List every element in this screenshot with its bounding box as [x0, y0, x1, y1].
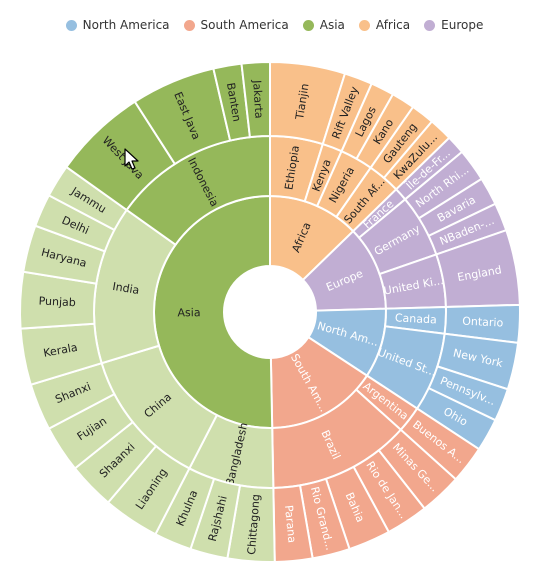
legend-swatch-europe	[424, 19, 436, 31]
label-africa-ethiopia-tianjin: Tianjin	[293, 83, 312, 122]
legend-label-asia: Asia	[319, 18, 345, 32]
label-asia: Asia	[177, 306, 200, 319]
label-north-america-canada-ontario: Ontario	[462, 315, 504, 330]
mouse-cursor-icon	[124, 148, 139, 170]
legend-item-south-america[interactable]: South America	[183, 18, 289, 32]
label-north-america-canada: Canada	[395, 311, 437, 326]
label-asia-india-punjab: Punjab	[38, 294, 76, 309]
center-hole	[224, 266, 316, 358]
chart-legend: North America South America Asia Africa Euro…	[0, 14, 549, 36]
label-asia-bangladesh-chittagong: Chittagong	[245, 494, 263, 556]
legend-item-europe[interactable]: Europe	[424, 18, 483, 32]
label-south-america-brazil-parana: Parana	[282, 505, 299, 544]
legend-swatch-south-america	[183, 19, 195, 31]
legend-label-africa: Africa	[375, 18, 411, 32]
legend-label-europe: Europe	[441, 18, 484, 32]
legend-swatch-asia	[302, 19, 314, 31]
segment-asia-indonesia-jakarta[interactable]	[240, 60, 271, 139]
legend-swatch-africa	[358, 19, 370, 31]
legend-item-north-america[interactable]: North America	[65, 18, 170, 32]
label-asia-indonesia-jakarta: Jakarta	[250, 79, 265, 119]
label-asia-india: India	[112, 280, 141, 297]
legend-swatch-north-america	[65, 19, 77, 31]
legend-item-asia[interactable]: Asia	[302, 18, 345, 32]
legend-label-south-america: South America	[200, 18, 289, 32]
legend-label-north-america: North America	[82, 18, 170, 32]
legend-item-africa[interactable]: Africa	[358, 18, 411, 32]
label-asia-india-kerala: Kerala	[42, 341, 78, 360]
